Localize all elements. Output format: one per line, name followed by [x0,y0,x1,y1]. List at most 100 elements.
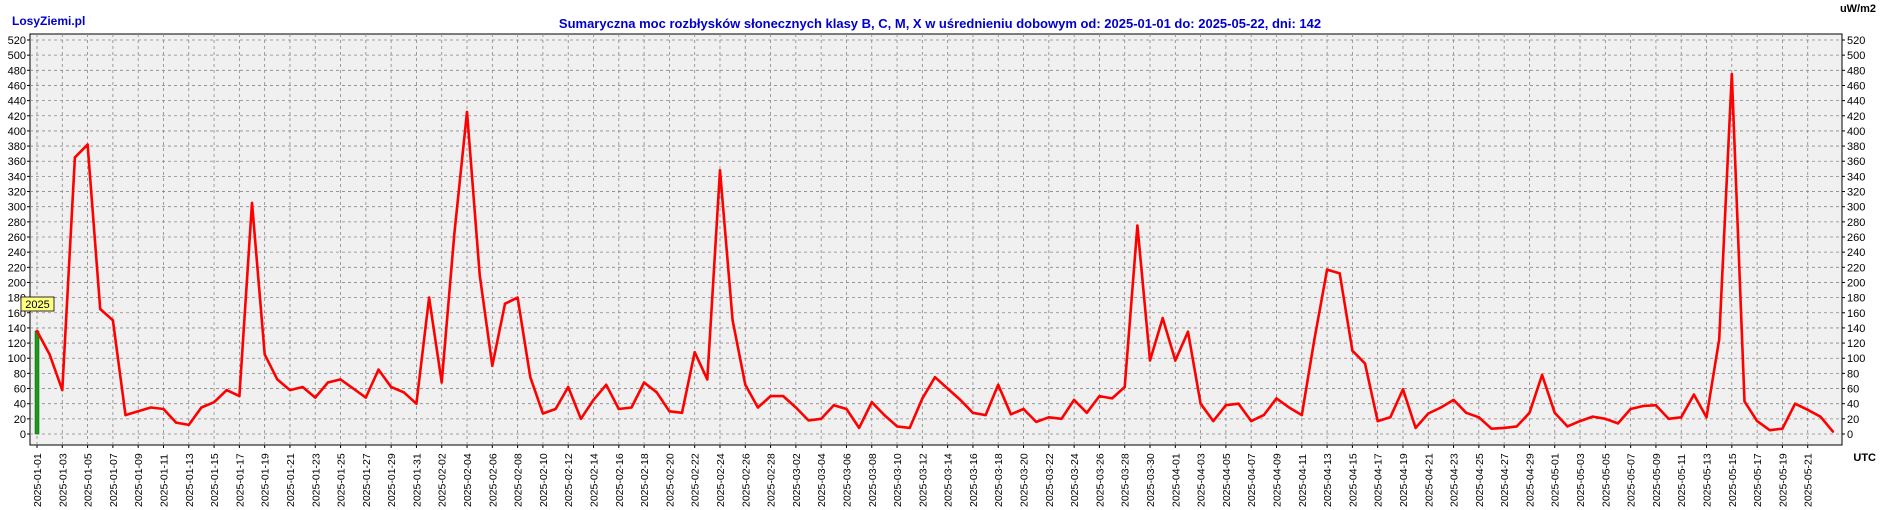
x-tick-label: 2025-05-03 [1575,453,1587,507]
y-tick-label: 20 [14,414,26,426]
data-point [61,388,64,392]
data-point [1275,397,1278,400]
y-tick-label: 220 [1847,262,1865,274]
data-point [1502,426,1506,430]
y-tick-label: 520 [8,35,26,47]
data-point [908,426,911,430]
data-point [99,307,102,311]
data-point [1224,404,1228,407]
data-point [895,425,899,428]
data-point [554,407,557,411]
data-point [225,388,228,392]
x-tick-label: 2025-01-31 [411,453,423,507]
data-point [1427,412,1430,415]
y-tick-label: 80 [1847,368,1859,380]
data-point [1806,408,1809,411]
data-point [1060,417,1063,421]
y-tick-label: 280 [1847,217,1865,229]
data-point [1528,411,1531,414]
data-point [301,385,304,389]
marker-label: 2025 [25,299,49,311]
y-tick-label: 280 [8,217,26,229]
y-tick-label: 380 [1847,141,1865,153]
x-tick-label: 2025-02-12 [563,453,575,507]
x-tick-label: 2025-01-21 [285,453,297,507]
data-point [73,156,77,159]
data-point [668,410,671,413]
y-tick-label: 200 [1847,277,1865,289]
x-tick-label: 2025-03-10 [892,453,904,507]
data-point [997,383,1000,386]
data-point [1376,419,1379,423]
data-point [1174,359,1177,362]
data-point [478,273,481,277]
y-tick-label: 180 [1847,293,1865,305]
data-point [845,407,848,411]
x-tick-label: 2025-04-19 [1398,453,1410,507]
y-tick-label: 420 [1847,111,1865,123]
data-point [250,201,254,205]
x-tick-label: 2025-04-13 [1322,453,1334,507]
data-point [1110,397,1114,400]
data-point [832,404,836,407]
data-point [351,387,355,390]
y-tick-label: 40 [1847,399,1859,411]
data-point [693,350,696,354]
data-point [706,378,709,381]
x-tick-label: 2025-02-24 [715,453,727,507]
marker-bar [34,330,40,435]
x-tick-label: 2025-04-21 [1423,453,1435,507]
series-points [35,72,1835,433]
data-point [1439,406,1443,409]
data-point [1768,429,1771,432]
y-tick-label: 400 [1847,126,1865,138]
x-tick-label: 2025-04-17 [1373,453,1385,507]
data-point [1363,362,1367,365]
x-tick-label: 2025-02-18 [639,453,651,507]
x-tick-label: 2025-04-09 [1271,453,1283,507]
data-point [718,169,722,172]
data-point [807,419,810,422]
data-point [642,381,646,384]
data-point [756,406,760,409]
data-point [921,397,924,400]
x-tick-label: 2025-03-14 [943,453,955,507]
x-tick-label: 2025-01-29 [386,453,398,507]
data-point [516,296,519,299]
data-point [1540,373,1544,377]
y-tick-label: 340 [8,171,26,183]
data-point [1414,426,1417,430]
x-tick-label: 2025-03-06 [841,453,853,507]
data-point [1351,349,1354,352]
x-tick-label: 2025-01-13 [184,453,196,507]
data-point [1553,411,1556,414]
data-point [1338,272,1341,275]
y-axis-right: 0 20 40 60 80 100 120 140 160 180 200 220 240 260 280 3… [1842,35,1865,441]
data-point [364,396,368,399]
y-tick-label: 0 [1847,429,1853,441]
data-point [1654,404,1658,407]
chart-title: Sumaryczna moc rozbłysków słonecznych kl… [558,16,1322,31]
data-point [1490,427,1493,430]
brand-logo-text[interactable]: LosyZiemi.pl [12,14,86,28]
data-point [86,143,89,146]
data-point [1591,415,1594,418]
data-point [1781,427,1784,430]
y-tick-label: 360 [1847,156,1865,168]
x-tick-label: 2025-03-16 [968,453,980,507]
x-tick-label: 2025-02-14 [589,453,601,507]
x-tick-label: 2025-03-12 [917,453,929,507]
x-tick-label: 2025-05-07 [1626,453,1638,507]
y-tick-label: 340 [1847,171,1865,183]
data-point [1249,419,1253,423]
x-tick-label: 2025-02-20 [664,453,676,507]
x-tick-label: 2025-05-17 [1752,453,1764,507]
data-point [314,396,317,399]
data-point [1604,417,1607,421]
data-point [1085,411,1088,414]
x-tick-label: 2025-02-16 [614,453,626,507]
data-point [35,329,39,333]
data-point [136,410,140,413]
x-tick-label: 2025-05-05 [1600,453,1612,507]
data-point [959,398,962,402]
